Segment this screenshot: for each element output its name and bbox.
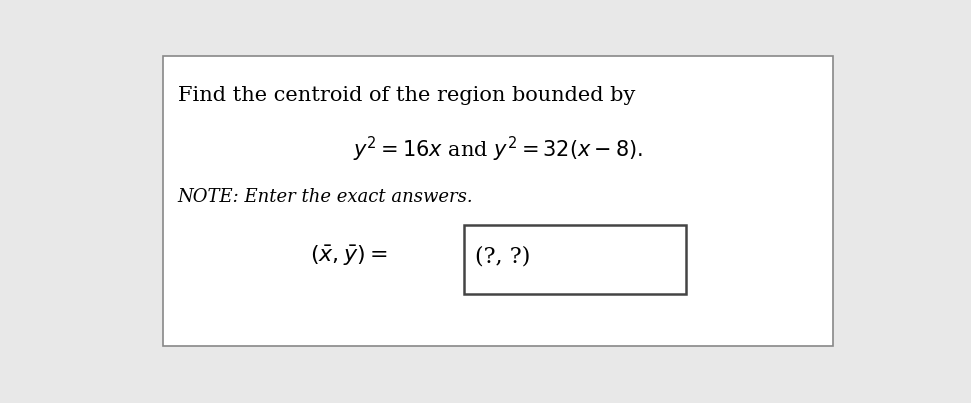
FancyBboxPatch shape <box>163 56 832 346</box>
Text: NOTE: Enter the exact answers.: NOTE: Enter the exact answers. <box>178 188 474 206</box>
Text: (?, ?): (?, ?) <box>475 245 530 267</box>
Bar <box>464 225 686 293</box>
Text: $(\bar{x}, \bar{y}) = $: $(\bar{x}, \bar{y}) = $ <box>310 244 387 268</box>
Text: Find the centroid of the region bounded by: Find the centroid of the region bounded … <box>178 85 635 105</box>
Text: $y^2 = 16x$ and $y^2 = 32(x - 8).$: $y^2 = 16x$ and $y^2 = 32(x - 8).$ <box>352 135 643 164</box>
